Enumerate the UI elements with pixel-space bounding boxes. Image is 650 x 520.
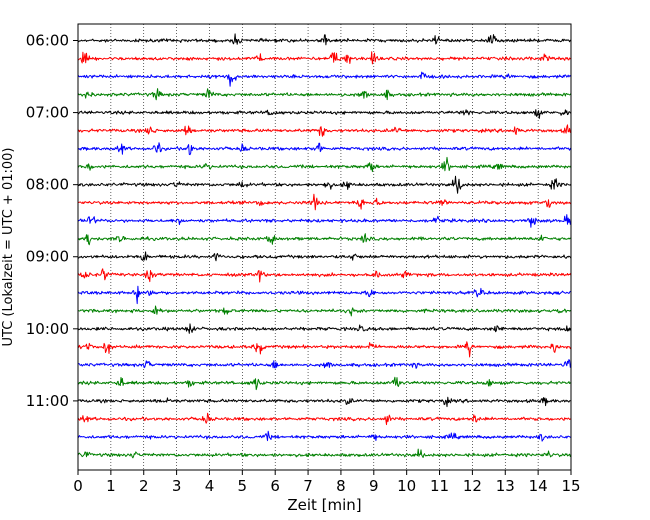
- trace-0900: [77, 251, 572, 262]
- trace-0800: [77, 175, 572, 194]
- x-axis-ticks: 0 1 2 3 4 5 6 7 8 9 10 11 12 13 14 15: [73, 470, 581, 495]
- trace-0930: [77, 285, 572, 305]
- x-tick-label-5: 5: [238, 477, 248, 495]
- x-axis-label: Zeit [min]: [287, 496, 361, 514]
- trace-1000: [77, 323, 572, 334]
- x-tick-label-15: 15: [561, 477, 580, 495]
- trace-1045: [78, 376, 572, 391]
- vertical-grid-lines: [110, 24, 539, 470]
- y-axis-ticks: 06:00 07:00 08:00 09:00 10:00 11:00: [26, 32, 78, 410]
- trace-1100: [77, 396, 572, 408]
- trace-1115: [77, 412, 572, 426]
- x-tick-label-11: 11: [430, 477, 449, 495]
- trace-0845: [77, 233, 572, 246]
- trace-0715: [77, 124, 572, 137]
- trace-0815: [77, 193, 572, 211]
- trace-1030: [77, 359, 572, 369]
- trace-0745: [77, 156, 572, 173]
- x-tick-label-8: 8: [336, 477, 346, 495]
- x-tick-label-9: 9: [369, 477, 379, 495]
- y-axis-label: UTC (Lokalzeit = UTC + 01:00): [1, 148, 16, 347]
- trace-0945: [77, 305, 572, 317]
- x-tick-label-13: 13: [496, 477, 515, 495]
- x-tick-label-10: 10: [397, 477, 416, 495]
- trace-0645: [77, 88, 572, 101]
- plot-frame: [77, 23, 572, 471]
- y-tick-label-1100: 11:00: [26, 392, 69, 410]
- trace-1015: [77, 341, 572, 358]
- y-tick-label-1000: 10:00: [26, 320, 69, 338]
- y-tick-label-0600: 06:00: [26, 32, 69, 50]
- x-tick-label-2: 2: [139, 477, 149, 495]
- trace-0600: [77, 33, 572, 46]
- trace-1130: [77, 430, 572, 442]
- trace-0615: [77, 51, 572, 65]
- x-tick-label-12: 12: [463, 477, 482, 495]
- trace-0700: [77, 109, 572, 119]
- trace-0630: [77, 71, 572, 87]
- trace-0830: [77, 214, 572, 228]
- y-tick-label-0800: 08:00: [26, 176, 69, 194]
- x-tick-label-0: 0: [73, 477, 83, 495]
- x-tick-label-7: 7: [303, 477, 313, 495]
- trace-1145: [77, 448, 572, 459]
- x-tick-label-3: 3: [172, 477, 182, 495]
- y-tick-label-0700: 07:00: [26, 104, 69, 122]
- y-tick-label-0900: 09:00: [26, 248, 69, 266]
- x-tick-label-1: 1: [106, 477, 116, 495]
- trace-0730: [77, 142, 572, 156]
- seismic-traces: [77, 33, 572, 459]
- x-tick-label-4: 4: [205, 477, 215, 495]
- x-tick-label-14: 14: [529, 477, 548, 495]
- x-tick-label-6: 6: [270, 477, 280, 495]
- trace-0915: [77, 268, 572, 283]
